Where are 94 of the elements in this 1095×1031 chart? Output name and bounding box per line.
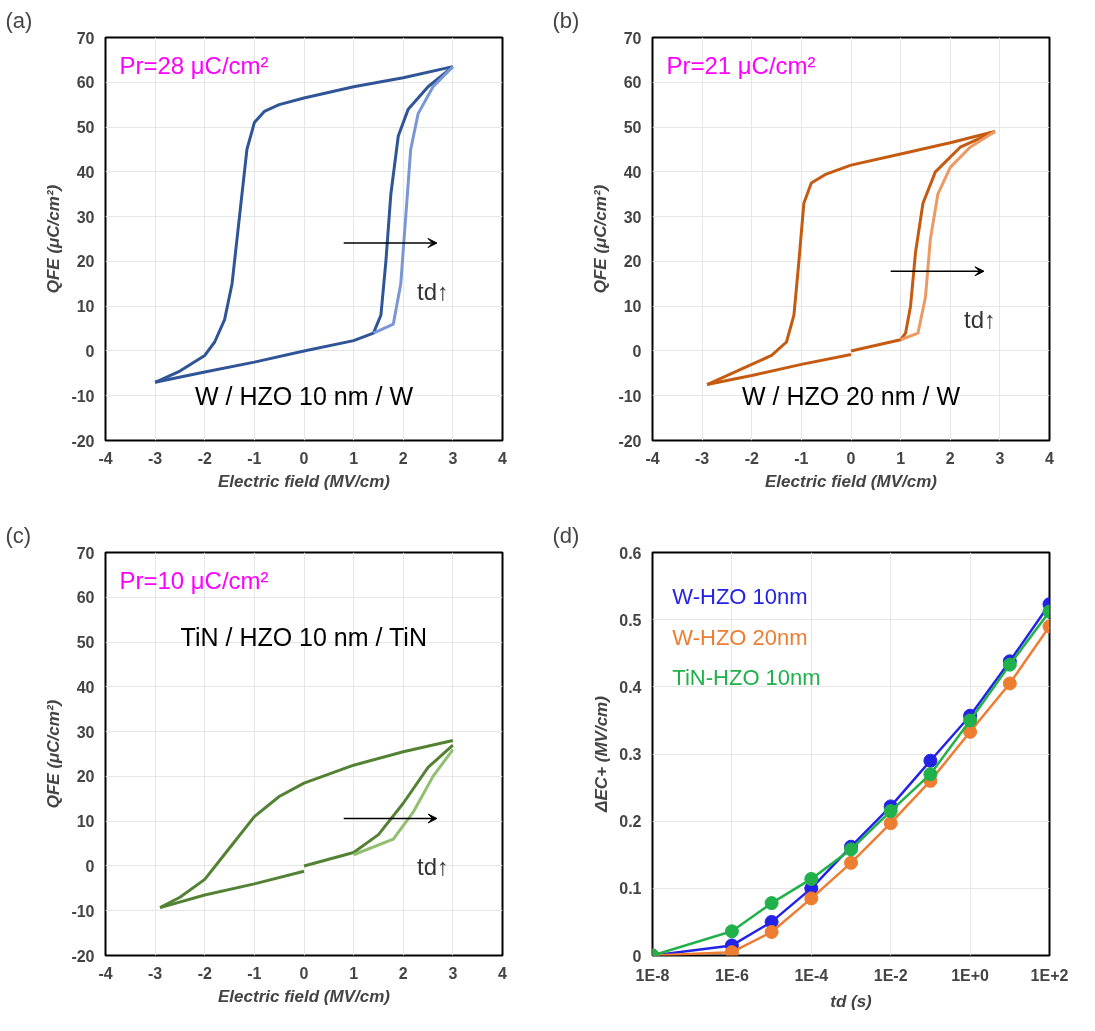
y-tick-label: 0.3	[619, 746, 642, 763]
annotation: W / HZO 20 nm / W	[741, 382, 961, 411]
x-tick-label: -1	[247, 449, 262, 467]
x-tick-label: 1	[349, 449, 359, 467]
y-tick-label: 20	[623, 253, 642, 271]
y-tick-label: 0	[632, 947, 642, 965]
x-tick-label: 0	[846, 449, 856, 467]
y-tick-label: 50	[623, 119, 642, 137]
annotation: Pr=21 μC/cm²	[666, 52, 816, 80]
y-tick-label: 0	[85, 342, 95, 360]
x-tick-label: -1	[247, 964, 262, 982]
x-tick-label: -4	[98, 964, 113, 982]
annotation: td↑	[964, 306, 997, 334]
y-tick-label: 30	[76, 723, 95, 741]
x-tick-label: -2	[197, 449, 212, 467]
annotation: Pr=10 μC/cm²	[119, 567, 269, 595]
x-tick-label: -2	[744, 449, 759, 467]
y-axis-title: QFE (μC/cm²)	[591, 184, 611, 294]
text: W-HZO 10nm	[672, 584, 808, 610]
y-axis-title: ΔEC+ (MV/cm)	[592, 695, 612, 813]
y-tick-label: 30	[76, 208, 95, 226]
y-tick-label: -20	[71, 432, 95, 450]
x-tick-label: 0	[299, 964, 309, 982]
x-tick-label: 1E-2	[873, 966, 908, 984]
y-tick-label: -10	[71, 387, 95, 405]
x-tick-label: 3	[448, 964, 458, 982]
y-tick-label: 40	[76, 163, 95, 181]
y-tick-label: 10	[76, 298, 95, 316]
y-tick-label: 20	[76, 768, 95, 786]
annotation: td↑	[417, 853, 450, 881]
chart-title: (a)	[5, 7, 33, 33]
y-tick-label: 70	[623, 29, 642, 47]
y-axis-title: QFE (μC/cm²)	[44, 699, 64, 809]
chart-title: (d)	[552, 522, 580, 548]
y-tick-label: 50	[76, 119, 95, 137]
x-tick-label: 4	[498, 449, 508, 467]
x-tick-label: 0	[299, 449, 309, 467]
y-tick-label: -10	[618, 387, 642, 405]
y-tick-label: 40	[623, 163, 642, 181]
annotation: td↑	[417, 277, 450, 305]
x-tick-label: -3	[148, 449, 163, 467]
x-axis-title: Electric field (MV/cm)	[765, 471, 938, 491]
x-tick-label: -4	[645, 449, 660, 467]
y-tick-label: 0.6	[619, 544, 642, 562]
annotation: Pr=28 μC/cm²	[119, 52, 269, 80]
x-tick-label: 1E-4	[794, 966, 829, 984]
x-tick-label: 2	[945, 449, 955, 467]
y-tick-label: 20	[76, 253, 95, 271]
y-tick-label: 0.5	[619, 611, 642, 629]
x-tick-label: -3	[148, 964, 163, 982]
x-tick-label: -2	[197, 964, 212, 982]
x-tick-label: -1	[794, 449, 809, 467]
x-tick-label: 3	[995, 449, 1005, 467]
y-tick-label: 0.2	[619, 813, 642, 831]
x-tick-label: -3	[695, 449, 710, 467]
x-tick-label: -4	[98, 449, 113, 467]
x-tick-label: 1	[896, 449, 906, 467]
y-tick-label: 60	[623, 74, 642, 92]
y-tick-label: -10	[71, 902, 95, 920]
x-tick-label: 2	[398, 449, 408, 467]
x-tick-label: 4	[498, 964, 508, 982]
y-tick-label: 60	[76, 589, 95, 607]
y-tick-label: 0	[85, 857, 95, 875]
annotation: TiN / HZO 10 nm / TiN	[180, 623, 427, 652]
chart-title: (c)	[5, 522, 32, 548]
y-tick-label: -20	[71, 947, 95, 965]
x-tick-label: 1E-6	[715, 966, 749, 984]
x-axis-title: Electric field (MV/cm)	[218, 986, 391, 1006]
annotation: W / HZO 10 nm / W	[194, 382, 414, 411]
x-tick-label: 1E-8	[635, 966, 670, 984]
x-tick-label: 1	[349, 964, 359, 982]
x-axis-title: td (s)	[830, 991, 873, 1011]
x-tick-label: 3	[448, 449, 458, 467]
text: W-HZO 20nm	[672, 624, 808, 650]
y-tick-label: 70	[76, 544, 95, 562]
x-tick-label: 4	[1045, 449, 1055, 467]
y-tick-label: 10	[623, 298, 642, 316]
y-tick-label: 0	[632, 342, 642, 360]
y-tick-label: 30	[623, 208, 642, 226]
y-tick-label: 0.1	[619, 880, 642, 898]
y-tick-label: 70	[76, 29, 95, 47]
text: TiN-HZO 10nm	[672, 664, 821, 690]
y-axis-title: QFE (μC/cm²)	[44, 184, 64, 294]
x-tick-label: 1E+0	[951, 966, 990, 984]
y-tick-label: 10	[76, 813, 95, 831]
x-tick-label: 2	[398, 964, 408, 982]
chart-title: (b)	[552, 7, 580, 33]
x-axis-title: Electric field (MV/cm)	[218, 471, 391, 491]
y-tick-label: -20	[618, 432, 642, 450]
y-tick-label: 0.4	[619, 678, 642, 696]
y-tick-label: 40	[76, 678, 95, 696]
x-tick-label: 1E+2	[1030, 966, 1069, 984]
y-tick-label: 50	[76, 634, 95, 652]
y-tick-label: 60	[76, 74, 95, 92]
